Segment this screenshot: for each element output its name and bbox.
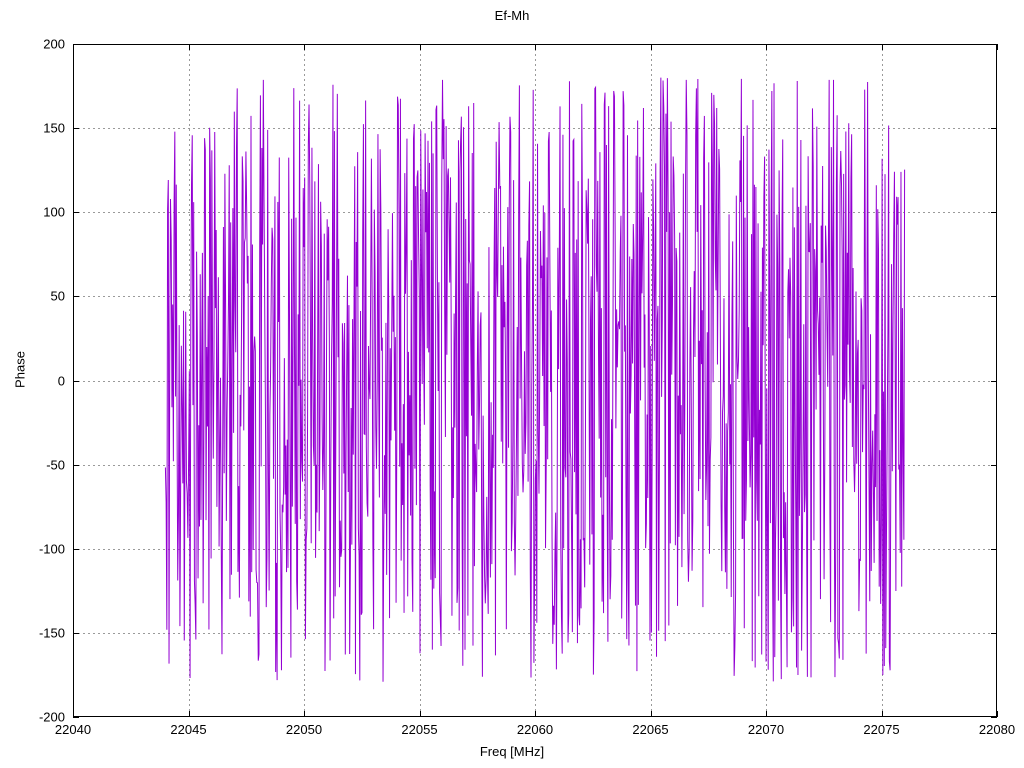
- x-tick-label: 22040: [54, 722, 92, 737]
- y-tick-label: -150: [38, 625, 65, 641]
- plot-frame: [73, 44, 997, 717]
- x-tick-label: 22080: [978, 722, 1016, 737]
- chart-title: Ef-Mh: [494, 8, 530, 23]
- x-tick-label: 22075: [863, 722, 900, 737]
- x-tick-label: 22060: [516, 722, 554, 737]
- y-tick-label: -100: [38, 541, 65, 557]
- y-tick-label: 50: [50, 288, 65, 304]
- y-tick-label: 150: [43, 120, 65, 136]
- x-tick-label: 22055: [401, 722, 438, 737]
- y-tick-label: -50: [46, 457, 65, 473]
- data-series: [164, 77, 906, 682]
- phase-trace: [164, 77, 906, 682]
- x-axis-label: Freq [MHz]: [479, 744, 545, 759]
- y-tick-label: -200: [38, 709, 65, 725]
- y-tick-label: 0: [57, 373, 65, 388]
- x-tick-label: 22065: [632, 722, 669, 737]
- x-tick-label: 22050: [285, 722, 323, 737]
- x-tick-label: 22045: [170, 722, 207, 737]
- y-tick-label: 200: [43, 36, 65, 52]
- y-tick-label: 100: [43, 204, 65, 220]
- x-tick-label: 22070: [747, 722, 785, 737]
